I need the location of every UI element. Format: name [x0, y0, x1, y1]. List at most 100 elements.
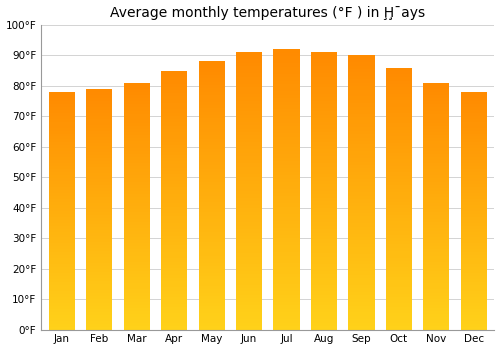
Bar [274, 137, 299, 140]
Bar [386, 280, 412, 284]
Bar [236, 191, 262, 194]
Bar [198, 199, 224, 202]
Bar [386, 100, 412, 104]
Bar [311, 97, 337, 101]
Bar [348, 244, 374, 247]
Bar [274, 112, 299, 116]
Bar [460, 300, 487, 303]
Bar [311, 156, 337, 160]
Bar [274, 284, 299, 288]
Bar [311, 219, 337, 222]
Bar [274, 200, 299, 203]
Bar [86, 300, 113, 302]
Bar [161, 297, 188, 300]
Bar [236, 278, 262, 281]
Bar [424, 98, 450, 101]
Bar [460, 226, 487, 229]
Bar [124, 126, 150, 129]
Bar [386, 104, 412, 107]
Bar [311, 104, 337, 108]
Bar [460, 110, 487, 113]
Bar [198, 169, 224, 172]
Bar [274, 182, 299, 186]
Bar [198, 172, 224, 175]
Bar [311, 229, 337, 232]
Bar [274, 77, 299, 81]
Bar [424, 138, 450, 141]
Bar [161, 258, 188, 261]
Bar [460, 303, 487, 306]
Bar [124, 286, 150, 289]
Bar [236, 260, 262, 264]
Bar [236, 281, 262, 285]
Bar [386, 74, 412, 77]
Bar [348, 69, 374, 72]
Bar [236, 250, 262, 253]
Bar [274, 245, 299, 249]
Bar [161, 313, 188, 317]
Bar [198, 219, 224, 222]
Bar [348, 210, 374, 213]
Bar [124, 175, 150, 178]
Bar [124, 104, 150, 107]
Bar [311, 191, 337, 194]
Bar [124, 200, 150, 203]
Bar [48, 107, 75, 110]
Bar [161, 87, 188, 90]
Bar [311, 188, 337, 191]
Bar [198, 205, 224, 209]
Bar [348, 227, 374, 230]
Bar [274, 158, 299, 161]
Bar [348, 288, 374, 292]
Bar [386, 323, 412, 326]
Bar [460, 131, 487, 133]
Bar [386, 326, 412, 330]
Bar [198, 118, 224, 122]
Bar [161, 77, 188, 80]
Bar [198, 309, 224, 313]
Bar [348, 237, 374, 240]
Bar [86, 245, 113, 248]
Bar [48, 229, 75, 232]
Bar [161, 80, 188, 84]
Bar [348, 162, 374, 165]
Bar [386, 162, 412, 166]
Bar [460, 279, 487, 282]
Bar [460, 127, 487, 131]
Bar [460, 125, 487, 127]
Bar [161, 129, 188, 132]
Bar [161, 93, 188, 97]
Bar [311, 111, 337, 115]
Bar [348, 216, 374, 220]
Bar [236, 59, 262, 63]
Bar [48, 154, 75, 157]
Bar [386, 192, 412, 195]
Bar [348, 55, 374, 59]
Bar [424, 305, 450, 308]
Bar [348, 172, 374, 175]
Bar [460, 184, 487, 187]
Bar [198, 108, 224, 112]
Bar [460, 104, 487, 107]
Bar [86, 134, 113, 137]
Bar [311, 208, 337, 212]
Bar [348, 179, 374, 182]
Bar [386, 133, 412, 136]
Bar [274, 144, 299, 147]
Bar [86, 146, 113, 149]
Bar [48, 166, 75, 169]
Bar [386, 254, 412, 258]
Bar [348, 148, 374, 151]
Bar [198, 320, 224, 323]
Bar [124, 327, 150, 330]
Bar [424, 150, 450, 154]
Bar [424, 141, 450, 145]
Bar [236, 309, 262, 312]
Bar [161, 122, 188, 126]
Bar [86, 294, 113, 296]
Bar [311, 323, 337, 326]
Bar [311, 80, 337, 84]
Bar [311, 59, 337, 63]
Bar [161, 210, 188, 213]
Bar [198, 71, 224, 75]
